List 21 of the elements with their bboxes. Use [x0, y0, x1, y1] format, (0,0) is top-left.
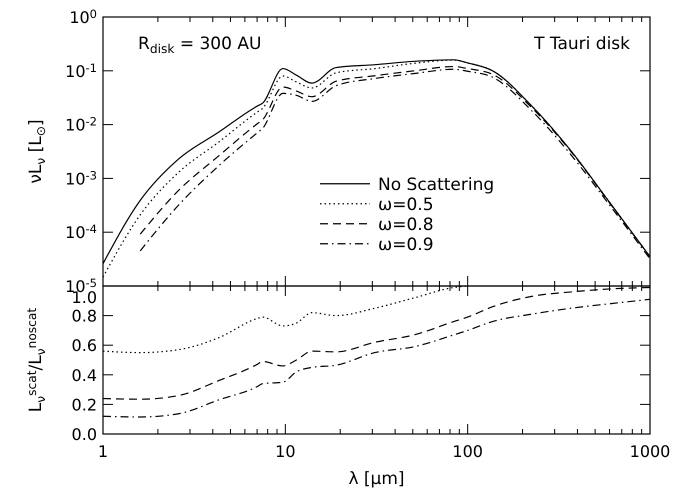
legend-label: No Scattering [378, 174, 494, 195]
annotation: R$_{disk}$ = 300 AU [138, 34, 262, 56]
annotation: T Tauri disk [533, 34, 630, 54]
x-tick-label: 1000 [630, 442, 670, 461]
x-tick-label: 100 [452, 442, 483, 461]
y-tick-label: 0.8 [72, 306, 97, 326]
x-tick-label: 10 [275, 442, 296, 461]
x-tick-label: 1 [98, 442, 108, 461]
y-tick-label: 0.4 [72, 366, 97, 385]
y-tick-label: 10$^{-2}$ [65, 114, 97, 135]
y-tick-label: 0.0 [72, 425, 97, 444]
legend-label: ω=0.8 [378, 214, 434, 235]
y-tick-label: 0.6 [72, 336, 97, 356]
y-tick-label: 10$^{-3}$ [65, 168, 97, 188]
x-axis-title: λ [μm] [348, 469, 405, 489]
legend-label: ω=0.5 [378, 194, 434, 215]
y-tick-label: 10$^{-1}$ [65, 60, 97, 81]
y-tick-label: 10$^{-4}$ [65, 222, 97, 242]
y-tick-label: 10$^{0}$ [69, 6, 97, 27]
legend-label: ω=0.9 [378, 234, 434, 255]
y-tick-label: 0.2 [72, 395, 97, 414]
